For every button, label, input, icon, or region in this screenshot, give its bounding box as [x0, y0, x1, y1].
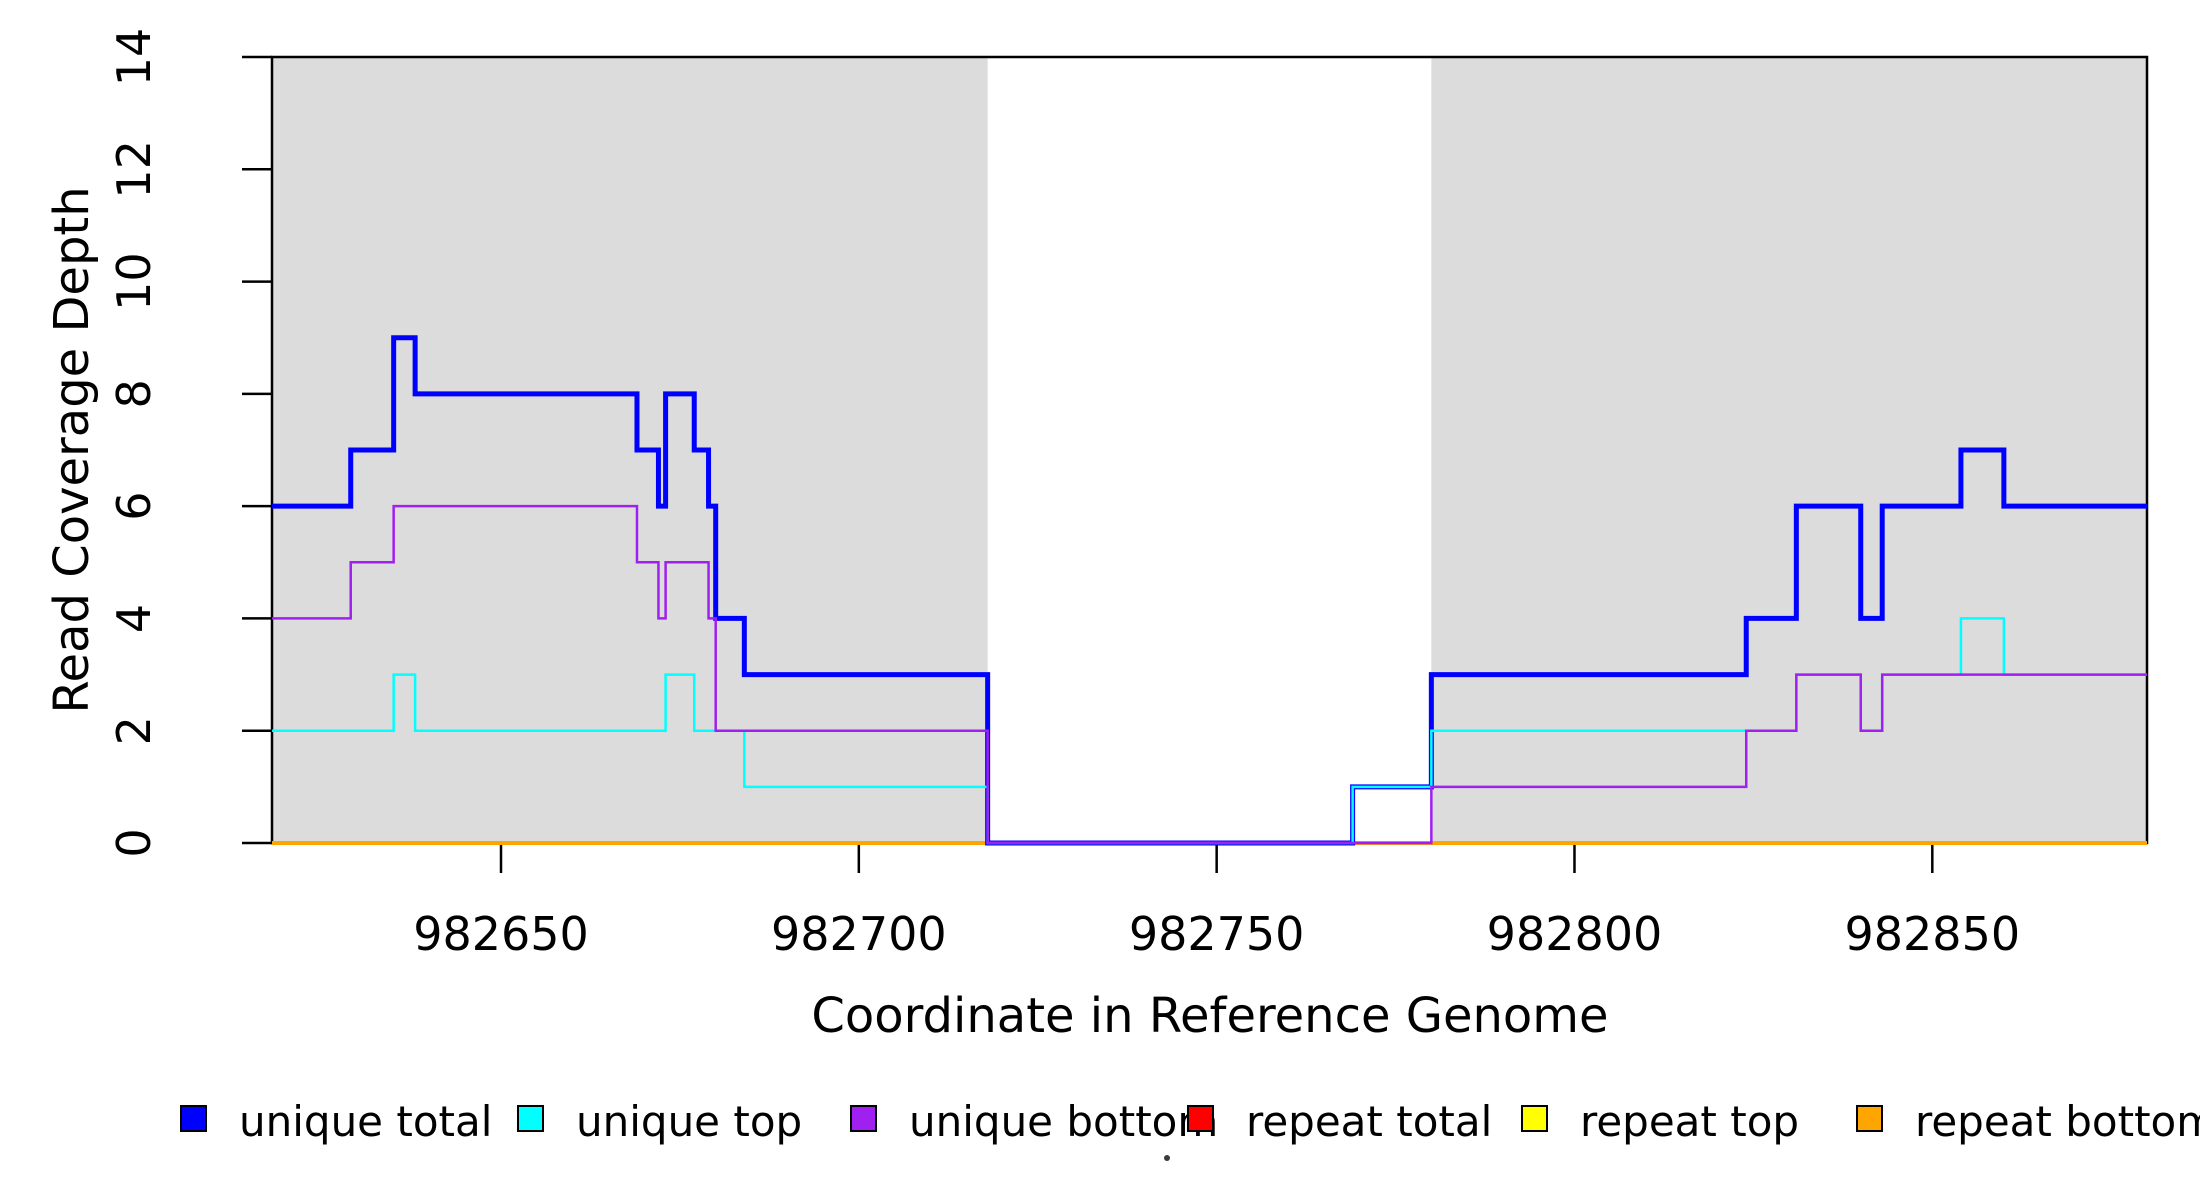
legend: unique total unique top unique bottom repea… [180, 1097, 2200, 1146]
legend-swatch-repeat-total [1187, 1105, 1214, 1132]
y-tick-label: 10 [107, 252, 161, 311]
shaded-region-right [1431, 57, 2147, 843]
legend-item-repeat-total: repeat total [1187, 1097, 1492, 1146]
legend-item-repeat-bottom: repeat bottom [1856, 1097, 2200, 1146]
legend-swatch-unique-top [517, 1105, 544, 1132]
legend-item-unique-bottom: unique bottom [850, 1097, 1218, 1146]
series-line-unique-total [272, 335, 2147, 846]
legend-label-repeat-total: repeat total [1246, 1097, 1492, 1146]
y-tick-label: 12 [107, 140, 161, 199]
legend-label-unique-bottom: unique bottom [909, 1097, 1218, 1146]
shaded-regions-layer [272, 57, 2147, 843]
legend-label-repeat-bottom: repeat bottom [1915, 1097, 2200, 1146]
legend-label-repeat-top: repeat top [1580, 1097, 1799, 1146]
x-tick-label: 982850 [1845, 907, 2021, 961]
legend-swatch-repeat-bottom [1856, 1105, 1883, 1132]
series-line-unique-bottom [272, 504, 2147, 845]
legend-label-unique-top: unique top [576, 1097, 802, 1146]
artifact-marks-layer [1164, 1155, 1170, 1161]
x-axis-title: Coordinate in Reference Genome [811, 988, 1608, 1044]
legend-item-unique-total: unique total [180, 1097, 492, 1146]
legend-swatch-repeat-top [1521, 1105, 1548, 1132]
y-tick-label: 0 [107, 828, 161, 857]
legend-swatch-unique-bottom [850, 1105, 877, 1132]
series-lines-layer [272, 335, 2147, 846]
y-tick-label: 8 [107, 379, 161, 408]
stray-dot-mark [1164, 1155, 1170, 1161]
x-tick-label: 982650 [413, 907, 589, 961]
y-tick-label: 14 [107, 28, 161, 87]
legend-item-repeat-top: repeat top [1521, 1097, 1799, 1146]
legend-swatch-unique-total [180, 1105, 207, 1132]
x-tick-label: 982700 [771, 907, 947, 961]
x-tick-label: 982800 [1487, 907, 1663, 961]
legend-item-unique-top: unique top [517, 1097, 802, 1146]
y-tick-label: 2 [107, 716, 161, 745]
legend-label-unique-total: unique total [239, 1097, 492, 1146]
y-tick-label: 6 [107, 492, 161, 521]
axis-ticks-layer: 982650 982700 982750 982800 982850 0 2 4 6 8 10 12 1… [107, 28, 2020, 961]
x-tick-label: 982750 [1129, 907, 1305, 961]
y-tick-label: 4 [107, 604, 161, 633]
y-axis-title: Read Coverage Depth [44, 186, 100, 713]
